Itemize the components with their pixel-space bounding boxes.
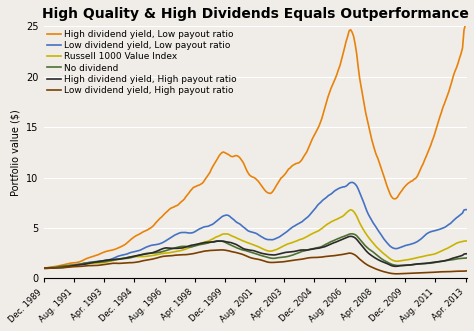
Line: High dividend yield, High payout ratio: High dividend yield, High payout ratio xyxy=(44,236,467,268)
High dividend yield, Low payout ratio xyxy=(387,192,393,196)
Low dividend yield, Low payout ratio xyxy=(349,180,355,184)
No dividend xyxy=(349,232,355,236)
High dividend yield, Low payout ratio xyxy=(278,176,284,180)
Y-axis label: Portfolio value ($): Portfolio value ($) xyxy=(10,109,21,196)
Low dividend yield, High payout ratio xyxy=(239,252,245,256)
Russell 1000 Value Index xyxy=(59,264,64,268)
Russell 1000 Value Index xyxy=(42,266,48,270)
Russell 1000 Value Index xyxy=(133,255,139,259)
High dividend yield, High payout ratio xyxy=(464,252,470,256)
High dividend yield, High payout ratio xyxy=(42,266,48,270)
No dividend xyxy=(387,261,393,265)
Low dividend yield, High payout ratio xyxy=(41,266,46,270)
High dividend yield, High payout ratio xyxy=(41,266,46,270)
Legend: High dividend yield, Low payout ratio, Low dividend yield, Low payout ratio, Rus: High dividend yield, Low payout ratio, L… xyxy=(46,28,239,97)
Low dividend yield, High payout ratio xyxy=(219,248,225,252)
Russell 1000 Value Index xyxy=(348,208,354,212)
High dividend yield, Low payout ratio xyxy=(131,235,137,239)
Low dividend yield, Low payout ratio xyxy=(237,222,243,226)
High dividend yield, Low payout ratio xyxy=(57,263,63,267)
Russell 1000 Value Index xyxy=(239,238,245,242)
Low dividend yield, High payout ratio xyxy=(389,271,394,275)
Low dividend yield, Low payout ratio xyxy=(41,266,46,270)
Low dividend yield, High payout ratio xyxy=(280,260,285,264)
High dividend yield, High payout ratio xyxy=(348,234,354,238)
No dividend xyxy=(389,262,394,266)
Low dividend yield, High payout ratio xyxy=(395,272,401,276)
High dividend yield, Low payout ratio xyxy=(237,156,243,160)
Russell 1000 Value Index xyxy=(389,258,394,261)
High dividend yield, Low payout ratio xyxy=(464,19,470,23)
Low dividend yield, Low payout ratio xyxy=(387,244,393,248)
No dividend xyxy=(57,264,63,268)
Russell 1000 Value Index xyxy=(41,266,46,270)
Line: High dividend yield, Low payout ratio: High dividend yield, Low payout ratio xyxy=(44,21,467,268)
Low dividend yield, Low payout ratio xyxy=(131,250,137,254)
High dividend yield, High payout ratio xyxy=(280,251,285,255)
No dividend xyxy=(237,247,243,251)
High dividend yield, Low payout ratio xyxy=(385,188,391,192)
No dividend xyxy=(41,266,46,270)
Line: Russell 1000 Value Index: Russell 1000 Value Index xyxy=(44,210,467,268)
Low dividend yield, Low payout ratio xyxy=(464,208,470,212)
No dividend xyxy=(464,256,470,260)
Low dividend yield, Low payout ratio xyxy=(389,245,394,249)
Low dividend yield, High payout ratio xyxy=(57,266,63,270)
High dividend yield, High payout ratio xyxy=(239,246,245,250)
High dividend yield, High payout ratio xyxy=(133,254,139,258)
Low dividend yield, Low payout ratio xyxy=(278,234,284,238)
Low dividend yield, High payout ratio xyxy=(464,269,470,273)
No dividend xyxy=(131,255,137,259)
Low dividend yield, High payout ratio xyxy=(131,260,137,264)
No dividend xyxy=(278,255,284,259)
High dividend yield, High payout ratio xyxy=(390,264,396,268)
High dividend yield, Low payout ratio xyxy=(41,266,46,270)
Low dividend yield, High payout ratio xyxy=(387,271,393,275)
Russell 1000 Value Index xyxy=(464,239,470,243)
Line: Low dividend yield, Low payout ratio: Low dividend yield, Low payout ratio xyxy=(44,182,467,268)
Line: No dividend: No dividend xyxy=(44,234,467,268)
Line: Low dividend yield, High payout ratio: Low dividend yield, High payout ratio xyxy=(44,250,467,274)
Title: High Quality & High Dividends Equals Outperformance: High Quality & High Dividends Equals Out… xyxy=(42,7,469,21)
Russell 1000 Value Index xyxy=(390,259,396,262)
Low dividend yield, Low payout ratio xyxy=(57,264,63,268)
High dividend yield, High payout ratio xyxy=(389,263,394,267)
Russell 1000 Value Index xyxy=(280,245,285,249)
High dividend yield, High payout ratio xyxy=(59,265,64,269)
